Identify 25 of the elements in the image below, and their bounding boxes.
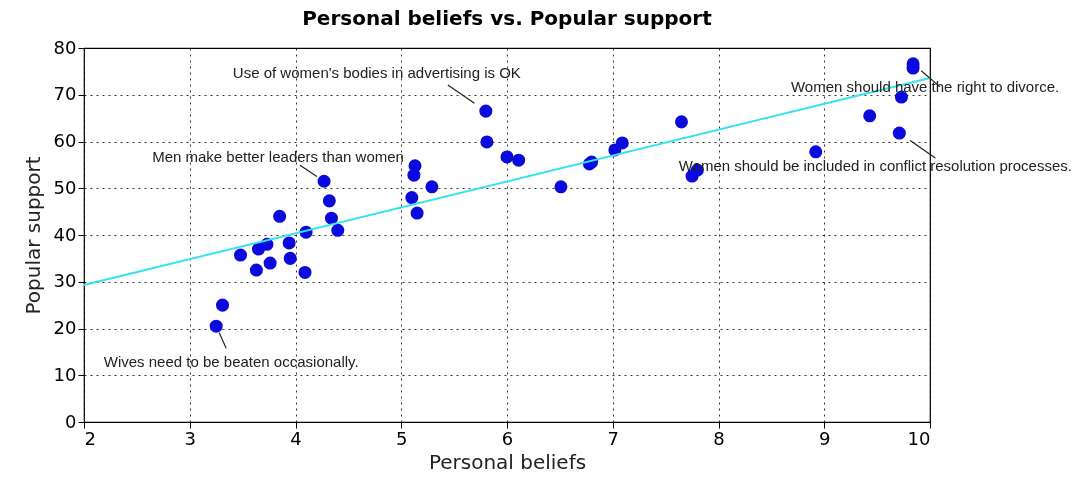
y-axis-title: Popular support [20, 156, 45, 315]
annotation: Use of women's bodies in advertising is OK [232, 64, 521, 82]
y-tick-label: 80 [53, 36, 77, 58]
y-tick-label: 10 [53, 363, 77, 385]
x-tick-label: 8 [713, 427, 725, 449]
x-tick-label: 10 [907, 427, 931, 449]
x-tick-label: 5 [396, 427, 408, 449]
y-tick-label: 20 [53, 317, 77, 338]
x-tick-label: 9 [819, 427, 831, 449]
y-tick-label: 60 [53, 130, 77, 151]
y-tick-label: 0 [65, 410, 77, 432]
chart-title: Personal beliefs vs. Popular support [302, 6, 713, 30]
y-tick-label: 70 [53, 83, 77, 105]
annotation: Men make better leaders than women [152, 148, 404, 166]
y-tick-label: 40 [53, 223, 77, 245]
x-tick-label: 2 [84, 427, 96, 449]
annotation: Women should be included in conflict resolution processes. [678, 157, 1072, 175]
x-tick-label: 4 [290, 427, 302, 449]
x-axis-title: Personal beliefs [428, 449, 587, 474]
y-tick-label: 50 [53, 176, 77, 198]
annotation: Wives need to be beaten occasionally. [103, 353, 359, 371]
y-tick-label: 30 [53, 270, 77, 292]
x-tick-label: 7 [607, 427, 619, 449]
x-tick-label: 6 [501, 427, 514, 449]
x-tick-label: 3 [184, 427, 196, 449]
